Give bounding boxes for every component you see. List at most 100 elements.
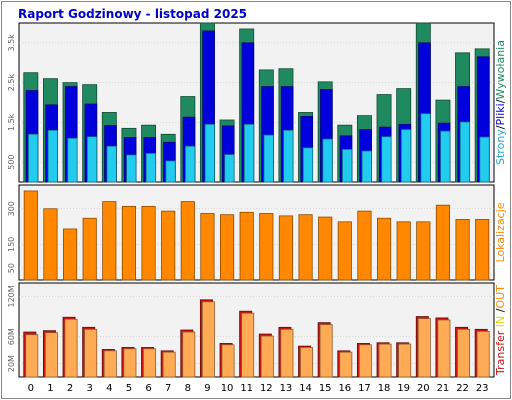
hits-panel-bar-strony-2 [67,137,78,183]
transfer-panel-right-label-part: Transfer [494,330,507,376]
hits-panel: 500 1.5k 2.5k 3.5k [7,22,495,183]
hour-tick-label: 21 [437,383,450,394]
hour-tick-label: 0 [28,383,34,394]
visits-panel-bar-lokalizacje-1 [43,208,58,281]
hour-tick-label: 11 [240,383,253,394]
hour-axis: 0 1 2 3 4 5 6 7 8 9 10 11 12 13 14 15 16 17 18 19 20 21 22 23 [28,383,489,394]
hits-panel-bar-strony-13 [283,129,294,183]
hour-tick-label: 23 [476,383,489,394]
hits-panel-bar-strony-0 [28,133,39,183]
hits-panel-bar-strony-10 [224,154,235,183]
transfer-panel-bar-out-14 [300,347,314,378]
hits-panel-bar-strony-19 [400,129,412,183]
visits-panel-tick-label: 300 [7,201,16,216]
transfer-panel-bar-out-17 [358,344,372,378]
hits-panel-bar-strony-14 [302,147,314,183]
hits-panel-bar-strony-8 [185,145,196,183]
transfer-panel-right-label-part: OUT [494,285,507,309]
visits-panel-bar-lokalizacje-6 [141,205,156,281]
visits-panel-bar-lokalizacje-15 [318,216,333,281]
hits-panel-bar-strony-23 [479,136,490,183]
hour-tick-label: 12 [260,383,273,394]
transfer-panel-bar-out-11 [241,312,255,378]
transfer-panel-bar-out-21 [437,319,451,378]
visits-panel-bar-lokalizacje-17 [357,210,372,281]
transfer-panel-tick-label: 60M [7,328,16,345]
hour-tick-label: 17 [358,383,371,394]
hour-tick-label: 2 [67,383,73,394]
hits-panel-right-label-part: / [494,125,507,129]
transfer-panel-bar-out-15 [319,324,333,378]
hits-panel-right-label-part: Strony [494,129,507,165]
hour-tick-label: 22 [456,383,469,394]
hits-panel-bar-strony-18 [381,136,392,183]
visits-panel-bar-lokalizacje-10 [219,214,235,281]
hits-panel-tick-label: 1.5k [7,113,16,131]
hits-panel-bar-strony-11 [243,123,255,183]
hits-panel-tick-label: 500 [7,154,16,169]
hour-tick-label: 9 [204,383,210,394]
hour-tick-label: 8 [185,383,191,394]
transfer-panel: 20M 60M 120M [7,282,495,378]
transfer-panel-bar-out-6 [143,348,157,378]
visits-panel-bar-lokalizacje-12 [259,213,274,281]
visits-panel-bar-lokalizacje-4 [102,201,117,281]
transfer-panel-bar-out-16 [339,351,353,378]
transfer-panel-bar-out-1 [44,332,58,378]
visits-panel-right-label-part: Lokalizacje [494,202,507,262]
visits-panel-bar-lokalizacje-19 [396,221,411,281]
hour-tick-label: 1 [47,383,53,394]
hour-tick-label: 6 [145,383,151,394]
visits-panel-tick-label: 150 [7,237,16,252]
hits-panel-bar-strony-9 [204,123,215,183]
transfer-panel-bar-out-8 [182,331,196,378]
transfer-panel-bar-out-2 [64,318,78,378]
chart-title: Raport Godzinowy - listopad 2025 [18,7,247,21]
visits-panel-tick-label: 50 [7,263,16,273]
hour-tick-label: 18 [378,383,391,394]
hits-panel-tick-label: 3.5k [7,34,16,52]
hour-tick-label: 13 [280,383,293,394]
hour-tick-label: 16 [338,383,351,394]
visits-panel-bar-lokalizacje-7 [161,210,176,281]
hour-tick-label: 15 [319,383,332,394]
hits-panel-bar-strony-7 [165,160,176,183]
hits-panel-bar-strony-6 [145,152,157,183]
hits-panel-bar-strony-21 [440,130,451,183]
transfer-panel-bar-out-23 [476,330,490,378]
visits-panel-bar-lokalizacje-14 [298,214,313,281]
transfer-panel-right-label-part: IN [494,316,507,327]
hits-panel-bar-strony-17 [361,150,372,183]
transfer-panel-bar-out-22 [457,328,471,378]
hour-tick-label: 20 [417,383,430,394]
visits-panel-bar-lokalizacje-3 [82,217,97,281]
visits-panel-bar-lokalizacje-16 [337,221,352,281]
transfer-panel-bar-out-10 [221,344,235,378]
visits-panel-bar-lokalizacje-9 [200,213,215,281]
hits-panel-bar-strony-3 [86,136,98,183]
hits-panel-right-label: Strony/Pliki/Wywołania [494,40,507,165]
visits-panel-bar-lokalizacje-23 [475,219,490,281]
hits-panel-bar-strony-1 [47,129,58,183]
transfer-panel-bar-out-7 [162,351,176,378]
visits-panel-bar-lokalizacje-21 [435,204,451,281]
hits-panel-frame [18,22,495,183]
transfer-panel-bar-out-3 [84,328,98,378]
hits-panel-tick-label: 2.5k [7,74,16,92]
hits-panel-bar-strony-20 [420,113,431,183]
visits-panel-frame [18,184,495,281]
visits-panel-right-label: Lokalizacje [494,202,507,262]
hour-tick-label: 5 [126,383,132,394]
hour-tick-label: 7 [165,383,171,394]
hits-panel-bar-strony-12 [263,134,274,183]
hits-panel-bar-strony-16 [342,149,353,183]
hits-panel-bar-strony-4 [106,145,117,183]
visits-panel-bar-lokalizacje-5 [121,205,137,281]
hits-panel-right-label-part: Pliki [494,103,507,125]
transfer-panel-bar-out-19 [398,343,412,378]
visits-panel-bar-lokalizacje-18 [376,217,392,281]
hits-panel-bar-strony-22 [459,121,471,183]
transfer-panel-right-label-part: / [494,308,507,312]
hour-tick-label: 14 [299,383,312,394]
